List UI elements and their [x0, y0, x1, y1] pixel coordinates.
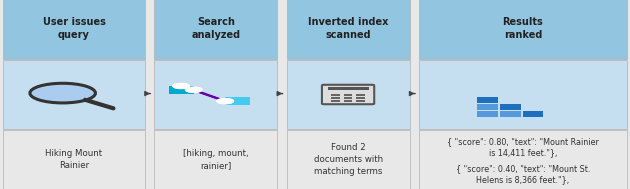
Circle shape: [30, 83, 96, 103]
FancyBboxPatch shape: [477, 111, 498, 117]
Text: [hiking, mount,
rainier]: [hiking, mount, rainier]: [183, 149, 249, 170]
FancyBboxPatch shape: [357, 100, 365, 102]
FancyBboxPatch shape: [287, 130, 410, 189]
FancyBboxPatch shape: [477, 97, 498, 103]
Circle shape: [185, 87, 202, 92]
FancyBboxPatch shape: [287, 60, 410, 129]
FancyBboxPatch shape: [154, 130, 277, 189]
FancyBboxPatch shape: [331, 100, 340, 102]
FancyBboxPatch shape: [3, 0, 145, 59]
FancyBboxPatch shape: [500, 111, 520, 117]
Circle shape: [217, 99, 234, 104]
FancyBboxPatch shape: [154, 0, 277, 59]
FancyBboxPatch shape: [344, 97, 353, 99]
Text: Search
analyzed: Search analyzed: [192, 17, 240, 40]
Circle shape: [173, 84, 190, 88]
FancyBboxPatch shape: [331, 97, 340, 99]
FancyBboxPatch shape: [3, 130, 145, 189]
FancyBboxPatch shape: [344, 100, 353, 102]
Circle shape: [173, 84, 190, 88]
FancyBboxPatch shape: [522, 111, 543, 117]
FancyBboxPatch shape: [3, 60, 145, 129]
Text: { "score": 0.80, "text": "Mount Rainier
is 14,411 feet."},: { "score": 0.80, "text": "Mount Rainier …: [447, 137, 599, 157]
FancyBboxPatch shape: [500, 104, 520, 110]
Text: User issues
query: User issues query: [43, 17, 105, 40]
FancyBboxPatch shape: [419, 0, 627, 59]
FancyBboxPatch shape: [226, 97, 251, 105]
Text: Results
ranked: Results ranked: [503, 17, 543, 40]
Circle shape: [217, 99, 234, 104]
FancyBboxPatch shape: [322, 85, 374, 104]
FancyBboxPatch shape: [419, 60, 627, 129]
FancyBboxPatch shape: [419, 130, 627, 189]
FancyBboxPatch shape: [328, 87, 369, 90]
FancyBboxPatch shape: [169, 86, 194, 94]
FancyBboxPatch shape: [154, 60, 277, 129]
Text: Found 2
documents with
matching terms: Found 2 documents with matching terms: [314, 143, 382, 176]
Text: Inverted index
scanned: Inverted index scanned: [308, 17, 388, 40]
FancyBboxPatch shape: [287, 0, 410, 59]
FancyBboxPatch shape: [344, 94, 353, 95]
Text: { "score": 0.40, "text": "Mount St.
Helens is 8,366 feet."},: { "score": 0.40, "text": "Mount St. Hele…: [455, 164, 590, 184]
FancyBboxPatch shape: [357, 94, 365, 95]
FancyBboxPatch shape: [331, 94, 340, 95]
FancyBboxPatch shape: [477, 104, 498, 110]
Circle shape: [185, 87, 202, 92]
FancyBboxPatch shape: [357, 97, 365, 99]
Text: Hiking Mount
Rainier: Hiking Mount Rainier: [45, 149, 103, 170]
